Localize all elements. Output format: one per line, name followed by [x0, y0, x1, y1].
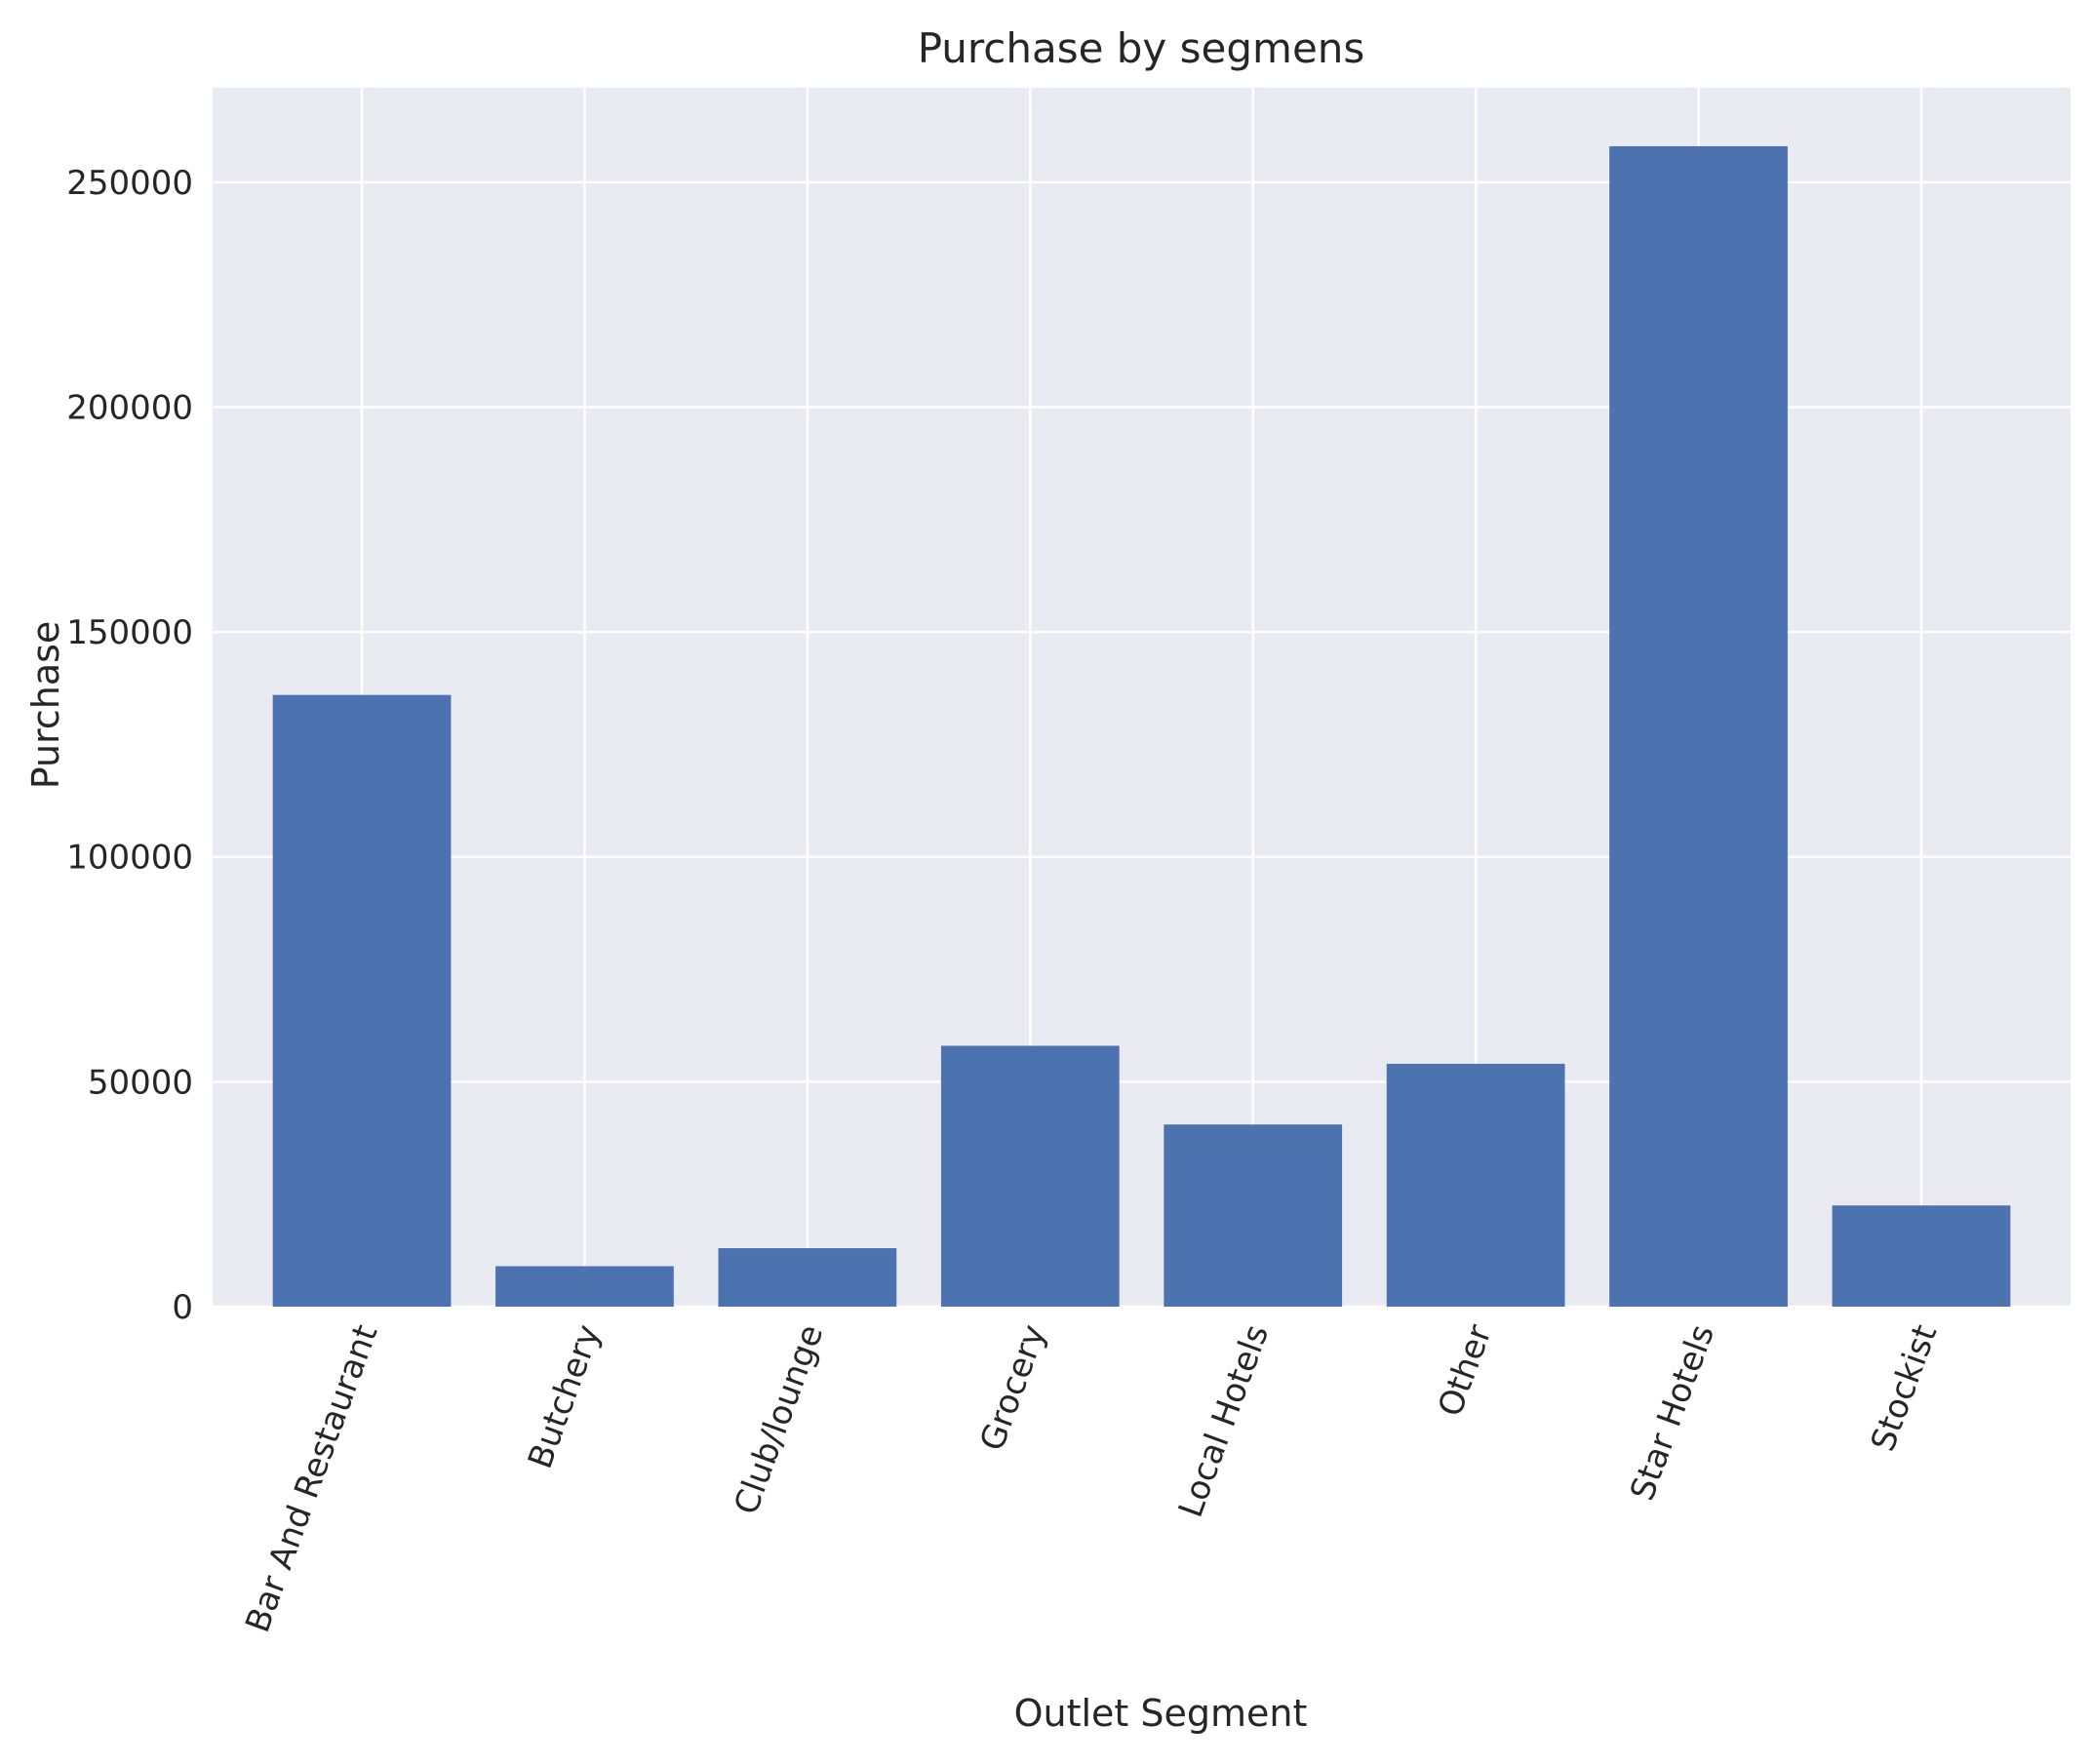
x-tick-label: Grocery — [972, 1319, 1053, 1456]
bar — [940, 1045, 1120, 1307]
x-tick-label: Local Hotels — [1171, 1319, 1277, 1522]
y-tick-label: 200000 — [66, 388, 193, 427]
y-tick-label: 150000 — [66, 613, 193, 652]
y-axis-label: Purchase — [24, 621, 67, 790]
bar — [272, 694, 452, 1307]
x-tick-labels: Bar And Restaurant Butchery Club/lounge Gro… — [238, 1319, 1945, 1637]
x-tick-label: Stockist — [1864, 1319, 1946, 1456]
bar — [1609, 145, 1788, 1307]
bars — [272, 145, 2011, 1307]
x-axis-label: Outlet Segment — [1014, 1692, 1308, 1735]
y-tick-labels: 0 50000 100000 150000 200000 250000 — [66, 164, 193, 1327]
bar — [718, 1248, 897, 1307]
x-tick-label: Club/lounge — [727, 1319, 831, 1519]
y-tick-label: 50000 — [88, 1063, 193, 1102]
plot-background — [213, 88, 2071, 1307]
y-tick-label: 100000 — [66, 839, 193, 878]
x-tick-label: Star Hotels — [1623, 1319, 1722, 1506]
x-tick-label: Bar And Restaurant — [238, 1319, 385, 1637]
x-tick-label: Other — [1431, 1319, 1500, 1421]
x-tick-label: Butchery — [521, 1319, 609, 1473]
bar — [1164, 1124, 1343, 1307]
y-tick-label: 250000 — [66, 164, 193, 203]
chart-title: Purchase by segmens — [918, 24, 1365, 72]
bar — [1386, 1063, 1565, 1307]
bar — [495, 1266, 674, 1307]
bar — [1832, 1205, 2011, 1307]
y-tick-label: 0 — [172, 1288, 193, 1327]
